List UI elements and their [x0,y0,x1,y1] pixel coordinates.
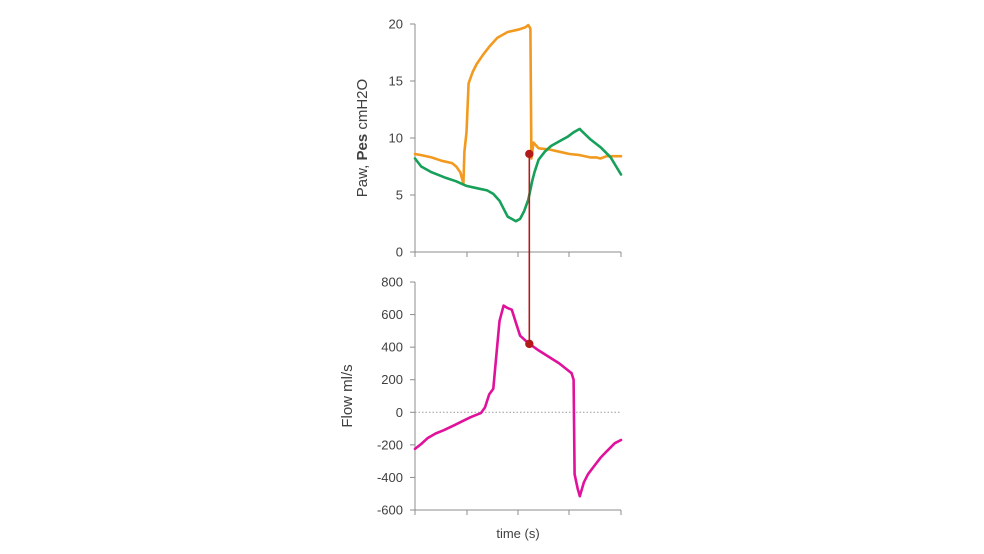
pressure-y-tick-label: 5 [396,188,403,203]
pressure-y-axis-title: Paw, Pes cmH2O [354,79,371,197]
flow-y-tick-label: 600 [381,307,403,322]
marker-dot-pressure [525,149,534,159]
pressure-panel: 0 5 10 15 20 Paw, Pes cmH2O [354,17,623,260]
flow-y-tick-label: 200 [381,372,403,387]
time-x-axis-title: time (s) [496,526,539,541]
pressure-y-tick-label: 10 [389,131,403,146]
pressure-y-tick-label: 20 [389,17,403,32]
flow-y-tick-label: 0 [396,405,403,420]
pressure-y-tick-label: 15 [389,74,403,89]
flow-y-tick-label: -600 [377,503,403,518]
flow-y-tick-label: -400 [377,470,403,485]
pressure-y-axis-title-bold-part: Pes [354,134,371,161]
marker-dot-flow [525,339,534,349]
pressure-y-tick-label: 0 [396,245,403,260]
flow-y-tick-label: 800 [381,275,403,290]
flow-y-axis-title: Flow ml/s [339,364,356,427]
flow-panel: 800 600 400 200 0 -200 -400 -600 Flow ml/s time (… [339,275,623,541]
flow-y-tick-label: 400 [381,340,403,355]
flow-y-tick-label: -200 [377,437,403,452]
pressure-y-axis-title-part: cmH2O [354,79,371,134]
pressure-y-axis-title-part: Paw, [354,161,371,198]
marker-link-layer [525,149,534,349]
pressure-series-line-0 [413,23,623,185]
pressure-series-line-1 [413,127,623,223]
flow-series-line-0 [413,304,623,498]
